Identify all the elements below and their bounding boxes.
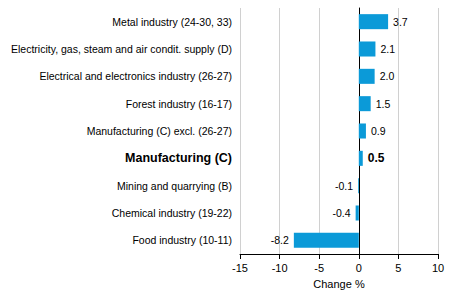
svg-text:-0.4: -0.4 (333, 207, 351, 219)
svg-text:Manufacturing (C): Manufacturing (C) (125, 151, 232, 165)
svg-text:0.9: 0.9 (371, 125, 386, 137)
svg-text:Food industry (10-11): Food industry (10-11) (132, 234, 232, 246)
svg-text:-5: -5 (314, 262, 324, 274)
svg-text:-10: -10 (272, 262, 288, 274)
svg-text:Forest industry (16-17): Forest industry (16-17) (126, 98, 232, 110)
svg-text:Change %: Change % (313, 278, 365, 290)
svg-text:Electrical and electronics ind: Electrical and electronics industry (26-… (39, 70, 232, 82)
svg-text:0: 0 (356, 262, 362, 274)
svg-text:1.5: 1.5 (376, 98, 391, 110)
svg-text:Chemical industry (19-22): Chemical industry (19-22) (112, 207, 232, 219)
svg-text:2.0: 2.0 (380, 70, 395, 82)
svg-text:Metal industry (24-30, 33): Metal industry (24-30, 33) (112, 16, 232, 28)
svg-text:-15: -15 (232, 262, 248, 274)
svg-text:3.7: 3.7 (393, 16, 408, 28)
svg-text:Electricity, gas, steam and ai: Electricity, gas, steam and air condit. … (11, 43, 232, 55)
svg-text:5: 5 (395, 262, 401, 274)
svg-text:10: 10 (432, 262, 444, 274)
svg-text:-0.1: -0.1 (335, 180, 353, 192)
svg-text:0.5: 0.5 (368, 151, 385, 165)
svg-text:Mining and quarrying (B): Mining and quarrying (B) (117, 180, 232, 192)
svg-text:-8.2: -8.2 (271, 234, 289, 246)
svg-text:2.1: 2.1 (380, 43, 395, 55)
svg-text:Manufacturing (C) excl. (26-27: Manufacturing (C) excl. (26-27) (87, 125, 232, 137)
